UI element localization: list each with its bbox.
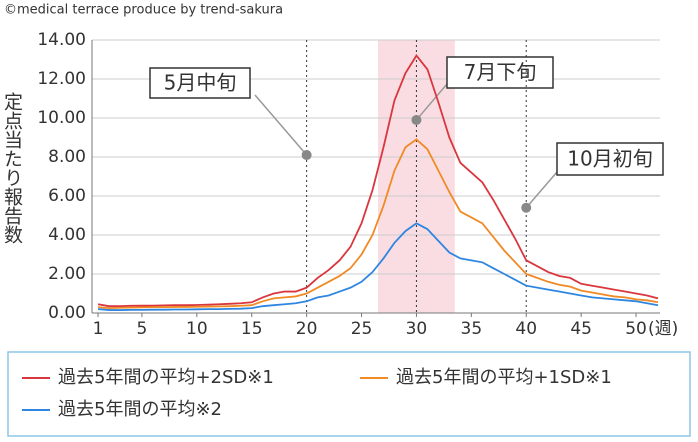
y-tick-label: 2.00	[48, 264, 86, 284]
callout-box	[556, 142, 664, 176]
x-tick-label: 40	[515, 319, 537, 339]
annotation-dot	[521, 202, 532, 213]
callout-box	[446, 56, 554, 89]
y-tick-label: 4.00	[48, 225, 86, 245]
legend-label: 過去5年間の平均+2SD※1	[58, 367, 274, 388]
y-tick-label: 12.00	[37, 69, 86, 89]
legend-label: 過去5年間の平均※2	[58, 399, 222, 420]
line-series	[97, 54, 659, 308]
callout-text: 10月初旬	[567, 147, 652, 171]
x-tick-label: 45	[570, 319, 592, 339]
credit: ©medical terrace produce by trend-sakura	[4, 3, 283, 18]
x-tick-label: 50	[625, 319, 647, 339]
y-tick-label: 6.00	[48, 186, 86, 206]
y-tick-label: 14.00	[37, 30, 86, 50]
callout-text: 5月中旬	[164, 71, 237, 95]
line-series	[97, 138, 659, 310]
x-tick-label: 15	[241, 319, 263, 339]
callout-line	[415, 83, 448, 121]
x-tick-label: 20	[296, 319, 318, 339]
callout-line	[254, 94, 308, 156]
legend-label: 過去5年間の平均+1SD※1	[396, 367, 612, 388]
callout-text: 7月下旬	[464, 60, 537, 84]
y-tick-label: 0.00	[48, 303, 86, 323]
y-tick-label: 10.00	[37, 108, 86, 128]
x-tick-label: 35	[461, 319, 483, 339]
x-tick-label: 5	[137, 319, 148, 339]
legend-box	[7, 351, 691, 437]
line-series	[97, 222, 659, 311]
y-axis-label: 定点当たり報告数	[1, 92, 23, 244]
x-axis-label: (週)	[648, 319, 678, 339]
x-tick-label: 25	[351, 319, 373, 339]
y-tick-label: 8.00	[48, 147, 86, 167]
annotation-dot	[301, 150, 312, 161]
x-tick-label: 30	[406, 319, 428, 339]
x-tick-label: 10	[186, 319, 208, 339]
callout-box	[149, 67, 251, 99]
annotation-dot	[411, 114, 422, 125]
callout-line	[525, 171, 558, 209]
x-tick-label: 1	[93, 319, 104, 339]
